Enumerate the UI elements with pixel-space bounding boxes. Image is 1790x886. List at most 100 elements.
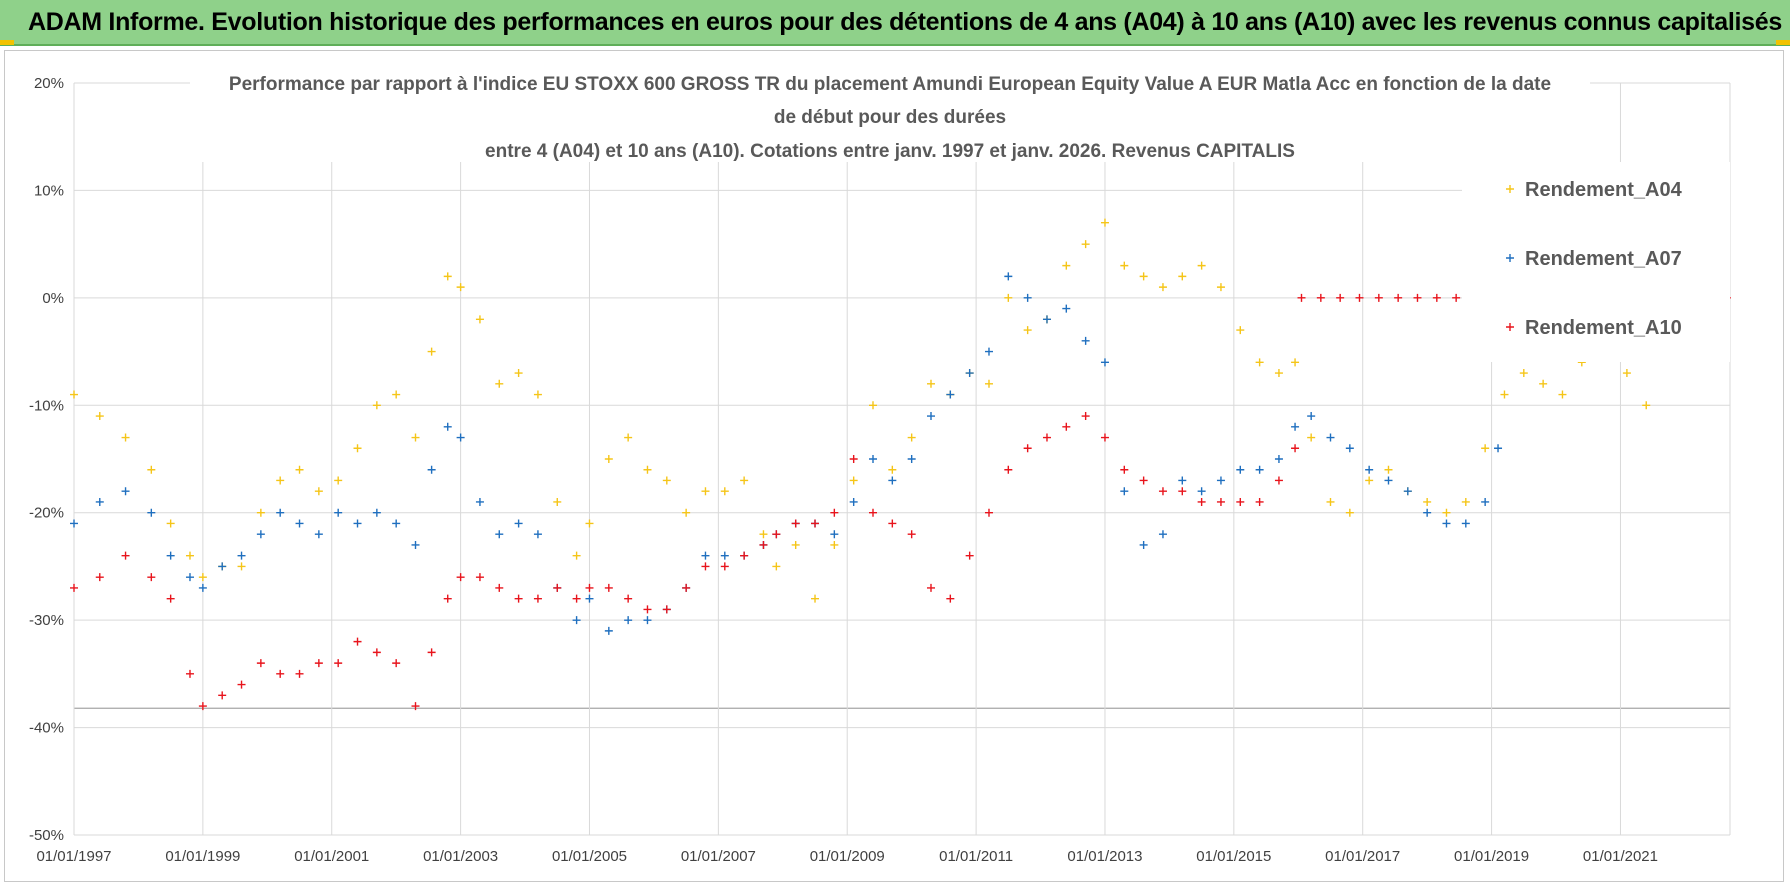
data-point [1178, 272, 1187, 281]
y-tick-label: -30% [29, 612, 64, 629]
data-point [1413, 293, 1422, 302]
data-point [1004, 465, 1013, 474]
data-point [256, 659, 265, 668]
data-point [772, 530, 781, 539]
data-point [1291, 358, 1300, 367]
data-point [1197, 497, 1206, 506]
series-rendement-a07 [70, 272, 1503, 635]
data-point [1062, 304, 1071, 313]
data-point [946, 594, 955, 603]
data-point [1365, 465, 1374, 474]
data-point [1004, 293, 1013, 302]
data-point [604, 455, 613, 463]
y-tick-label: -50% [29, 827, 64, 844]
data-point [495, 583, 504, 592]
data-point [585, 594, 594, 603]
data-point [1081, 412, 1090, 421]
data-point [514, 369, 523, 378]
data-point [533, 530, 542, 539]
data-point [392, 519, 401, 528]
data-point [888, 519, 897, 528]
data-point [456, 283, 465, 292]
banner: ADAM Informe. Evolution historique des p… [0, 0, 1790, 46]
data-point [443, 272, 452, 281]
data-point [411, 540, 420, 549]
data-point [1120, 465, 1129, 474]
data-point [295, 519, 304, 528]
x-tick-label: 01/01/2009 [810, 848, 885, 865]
y-axis-labels: 20% 10% 0% -10% -20% -30% -40% -50% [29, 75, 64, 844]
data-point [353, 519, 362, 528]
data-point [1062, 422, 1071, 431]
data-point [372, 401, 381, 410]
data-point [1062, 261, 1071, 270]
data-point [572, 616, 581, 625]
x-tick-label: 01/01/2003 [423, 848, 498, 865]
y-tick-label: -10% [29, 397, 64, 414]
data-point [1423, 497, 1432, 506]
x-tick-label: 01/01/2001 [294, 848, 369, 865]
y-tick-label: -20% [29, 505, 64, 522]
data-point [1442, 519, 1451, 528]
data-point [1374, 293, 1383, 302]
data-point [1384, 465, 1393, 474]
data-point [334, 508, 343, 517]
x-tick-label: 01/01/2021 [1583, 848, 1658, 865]
data-point [1539, 379, 1548, 388]
data-point [1236, 497, 1245, 506]
data-point [427, 347, 436, 356]
data-point [624, 433, 633, 442]
data-point [185, 573, 194, 582]
data-point [185, 669, 194, 678]
data-point [276, 508, 285, 517]
data-point [740, 551, 749, 560]
title-line-3: entre 4 (A04) et 10 ans (A10). Cotations… [485, 141, 1295, 162]
data-point [1004, 272, 1013, 281]
data-point [1178, 476, 1187, 485]
data-point [772, 562, 781, 571]
legend-label-a04: Rendement_A04 [1525, 179, 1683, 201]
data-point [682, 508, 691, 517]
data-point [147, 465, 156, 474]
data-point [166, 519, 175, 528]
x-tick-label: 01/01/2015 [1196, 848, 1271, 865]
x-tick-label: 01/01/1997 [36, 848, 111, 865]
data-point [1236, 465, 1245, 474]
data-point [585, 519, 594, 528]
data-point [1236, 326, 1245, 335]
data-point [1023, 444, 1032, 453]
data-point [572, 594, 581, 603]
data-point [720, 562, 729, 571]
data-point [256, 530, 265, 539]
data-point [869, 401, 878, 410]
data-point [869, 455, 878, 463]
data-point [1139, 272, 1148, 281]
data-point [759, 530, 768, 539]
data-point [372, 508, 381, 517]
data-point [372, 648, 381, 657]
data-point [1178, 487, 1187, 496]
data-point [907, 530, 916, 539]
legend-background [1462, 162, 1730, 362]
data-point [1558, 390, 1567, 399]
banner-title: ADAM Informe. Evolution historique des p… [28, 8, 1782, 36]
data-point [604, 626, 613, 635]
data-point [888, 476, 897, 485]
data-point [720, 487, 729, 496]
data-point [1255, 497, 1264, 506]
data-point [926, 412, 935, 421]
data-point [1423, 508, 1432, 517]
x-tick-label: 01/01/2011 [939, 848, 1013, 865]
x-tick-label: 01/01/2013 [1067, 848, 1142, 865]
data-point [1291, 444, 1300, 453]
data-point [984, 508, 993, 517]
data-point [95, 573, 104, 582]
x-tick-label: 01/01/2007 [681, 848, 756, 865]
data-point [1158, 530, 1167, 539]
data-point [1120, 487, 1129, 496]
data-point [1403, 487, 1412, 496]
title-line-2: de début pour des durées [774, 107, 1006, 128]
data-point [1297, 293, 1306, 302]
data-point [1158, 283, 1167, 292]
data-point [237, 562, 246, 571]
